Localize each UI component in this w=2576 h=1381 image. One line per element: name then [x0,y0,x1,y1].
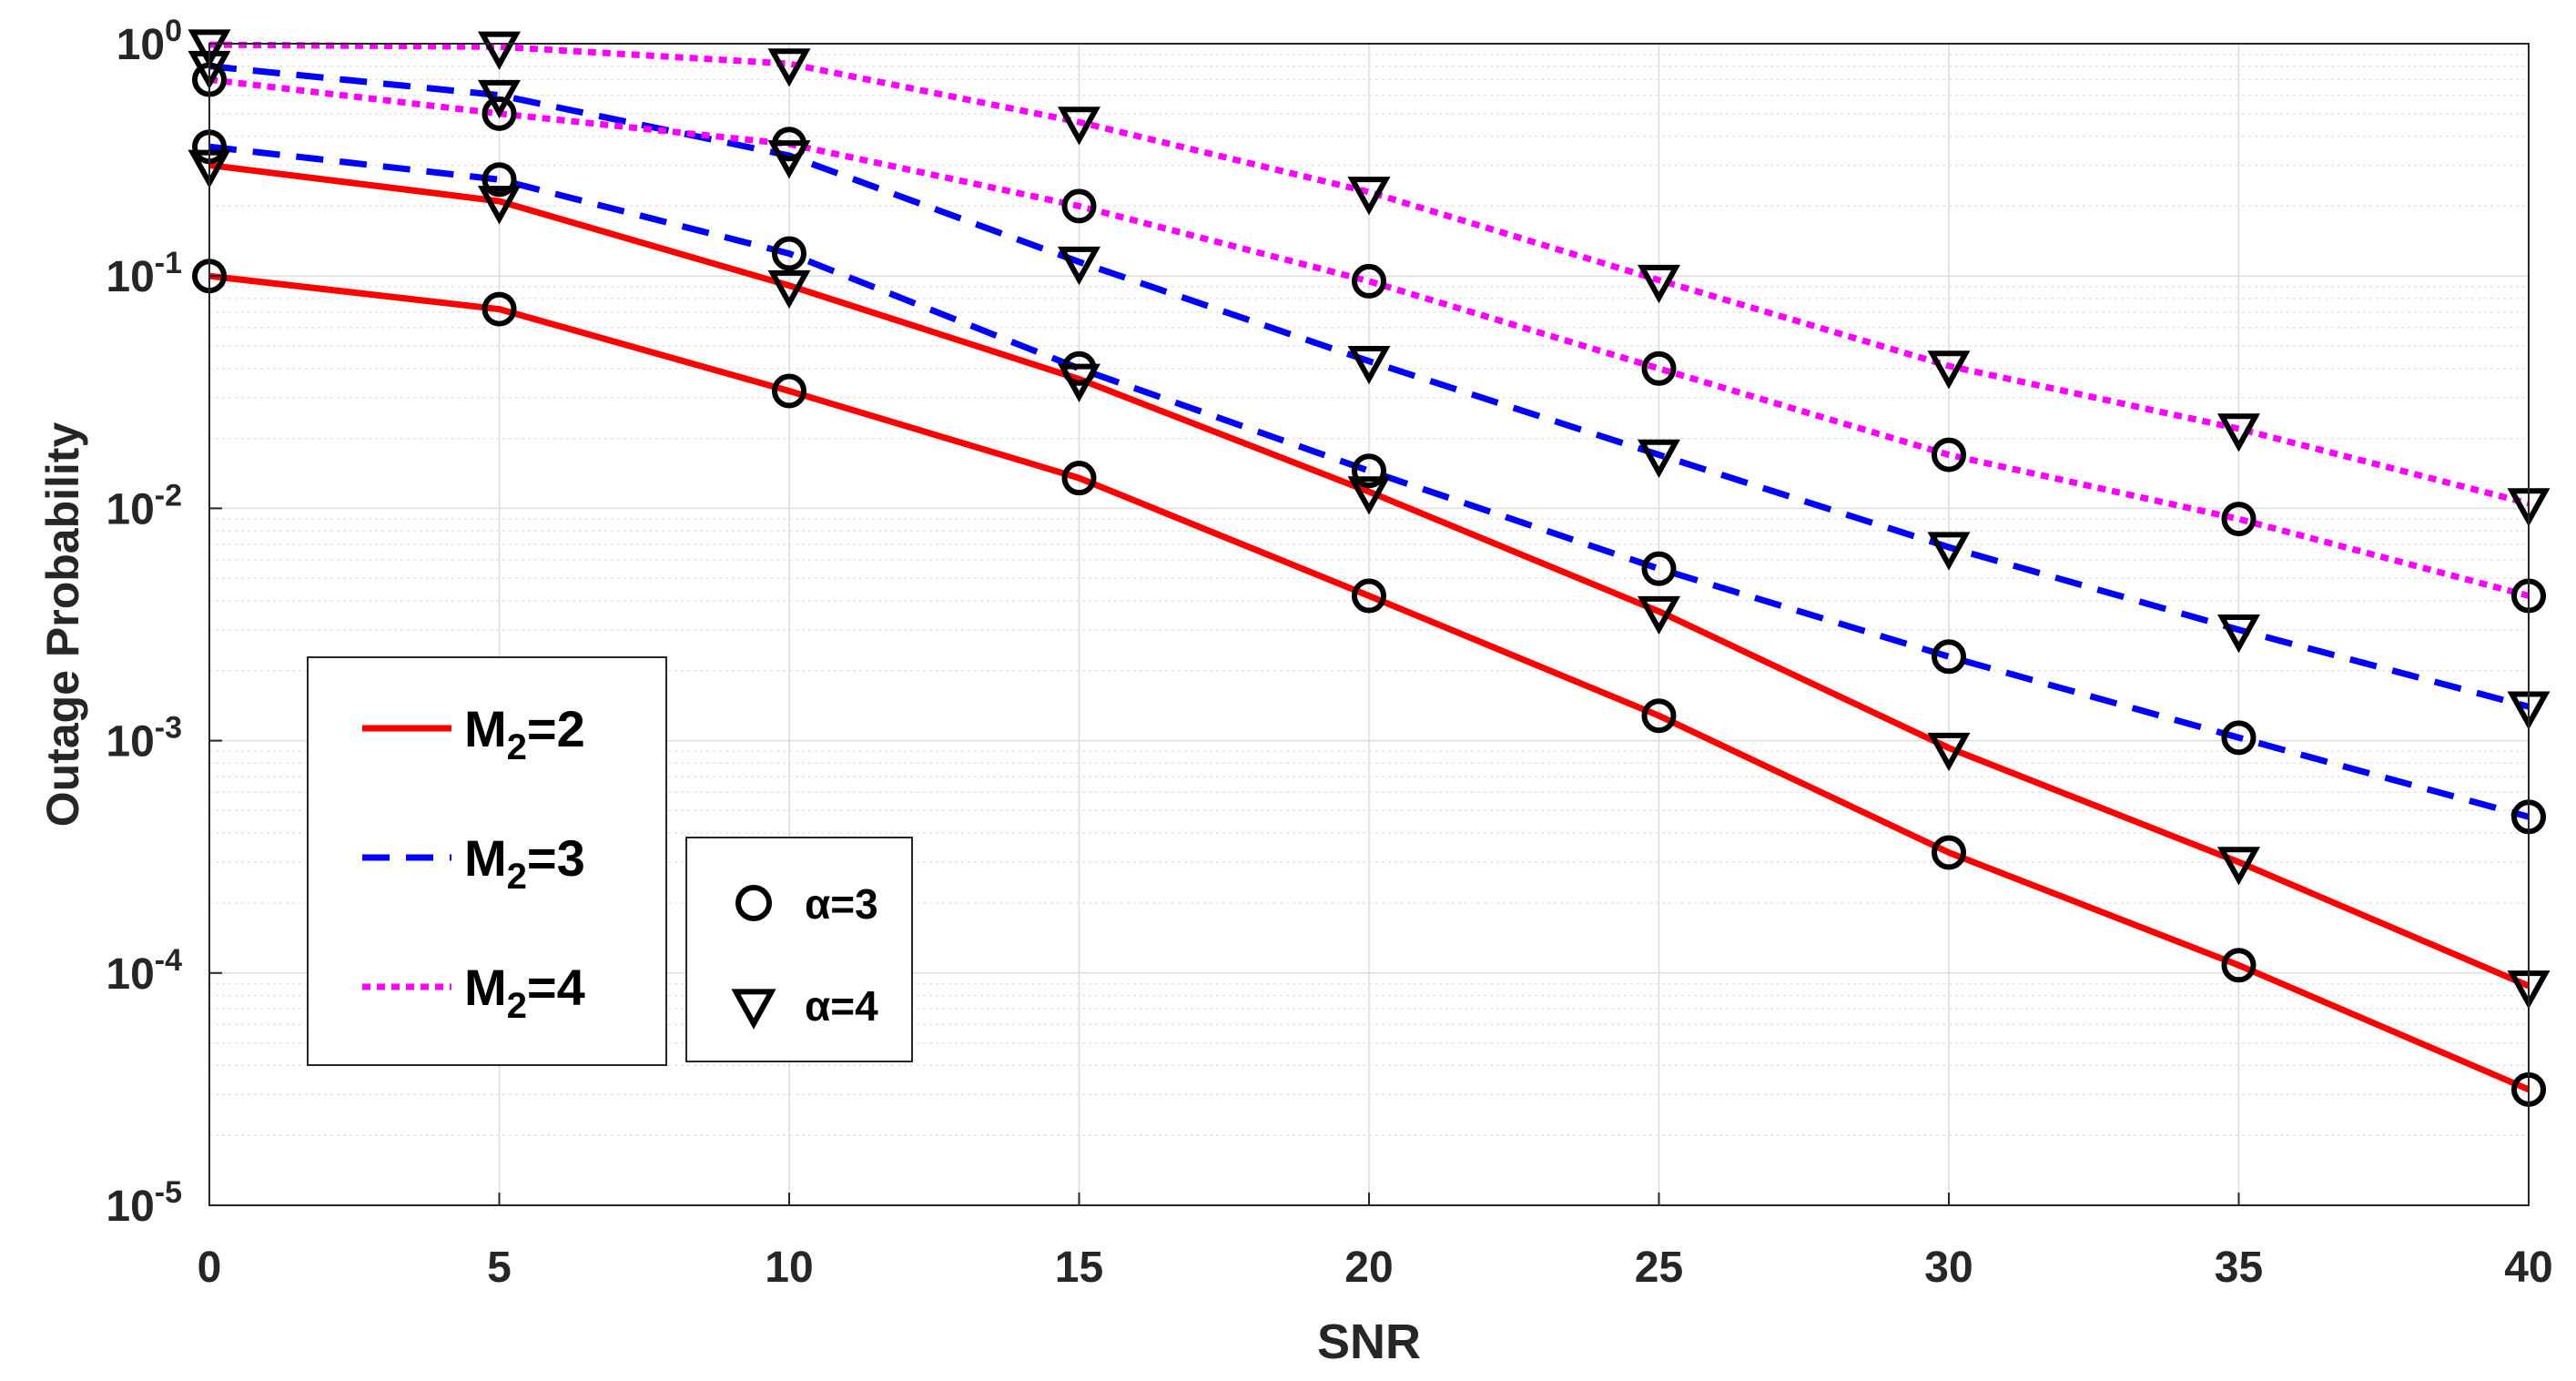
circle-marker [1932,437,1966,472]
triangle-marker [731,989,776,1030]
circle-marker [1641,350,1677,386]
triangle-marker [478,79,521,119]
circle-marker [1352,453,1386,489]
series-line [208,143,2530,820]
y-tick-label: 10-3 [106,711,182,767]
triangle-marker [1638,439,1680,479]
circle-marker [772,127,806,162]
y-tick-label: 100 [117,14,182,69]
circle-marker [1352,263,1386,299]
circle-marker [1932,835,1966,870]
triangle-marker [1347,345,1391,385]
triangle-marker [2217,847,2260,886]
triangle-marker [188,29,231,68]
triangle-marker [1927,350,1971,390]
circle-marker [2221,502,2257,537]
circle-marker [1641,698,1677,734]
x-tick-label: 25 [1635,1244,1683,1292]
circle-marker [482,291,517,327]
legend-line-label: M2=2 [464,700,585,767]
series-line [208,63,2530,710]
y-tick-label: 10-1 [106,246,182,301]
legend-line-label: M2=3 [464,829,585,897]
legend-lines: M2=2 M2=3 M2=4 [307,656,667,1066]
circle-marker [1641,551,1677,586]
triangle-marker [767,269,811,310]
x-ticks: 0 5 10 15 20 25 30 35 40 [198,1193,2553,1292]
y-tick-label: 10-4 [106,943,182,999]
y-axis-label: Outage Probability [37,422,88,828]
triangle-marker [1927,532,1971,571]
x-tick-label: 0 [198,1244,222,1292]
triangle-marker [767,48,811,87]
triangle-marker [1347,476,1391,515]
triangle-marker [1927,732,1971,772]
x-tick-label: 40 [2504,1244,2552,1292]
y-ticks: 100 10-1 10-2 10-3 10-4 10-5 [106,14,222,1231]
series-lines [208,41,2530,1093]
triangle-marker [1638,595,1680,635]
series-line [208,41,2530,507]
triangle-marker [2217,413,2260,452]
y-tick-label: 10-2 [106,478,182,533]
x-tick-label: 35 [2215,1244,2263,1292]
circle-marker [2221,948,2257,983]
circle-marker [2221,720,2257,756]
marker-legend-box [685,837,913,1062]
triangle-marker [1638,264,1680,304]
x-axis-label: SNR [1317,1315,1421,1369]
x-tick-label: 20 [1344,1244,1393,1292]
circle-marker [772,373,806,409]
triangle-marker [1058,107,1100,146]
circle-marker [1932,639,1966,675]
series-line [208,272,2530,1093]
y-tick-label: 10-5 [106,1175,182,1231]
circle-marker [482,96,517,131]
circle-marker [1061,461,1097,496]
circle-marker [1352,578,1386,614]
triangle-marker [478,31,521,70]
series-line [208,161,2530,990]
x-tick-label: 10 [765,1244,813,1292]
triangle-marker [1058,246,1100,286]
circle-marker [1061,350,1097,386]
legend-markers: α=3 α=4 [685,837,913,1062]
x-tick-label: 30 [1924,1244,1973,1292]
legend-marker-label: α=4 [805,982,878,1030]
legend-line-label: M2=4 [464,959,585,1026]
circle-marker [1061,188,1097,224]
x-tick-label: 15 [1055,1244,1103,1292]
circle-marker [735,885,772,921]
x-tick-label: 5 [487,1244,512,1292]
legend-marker-label: α=3 [805,880,878,928]
triangle-marker [1347,177,1391,216]
series-line [208,76,2530,599]
triangle-marker [478,186,521,225]
triangle-marker [2217,614,2260,654]
circle-marker [482,162,517,198]
circle-marker [772,236,806,271]
